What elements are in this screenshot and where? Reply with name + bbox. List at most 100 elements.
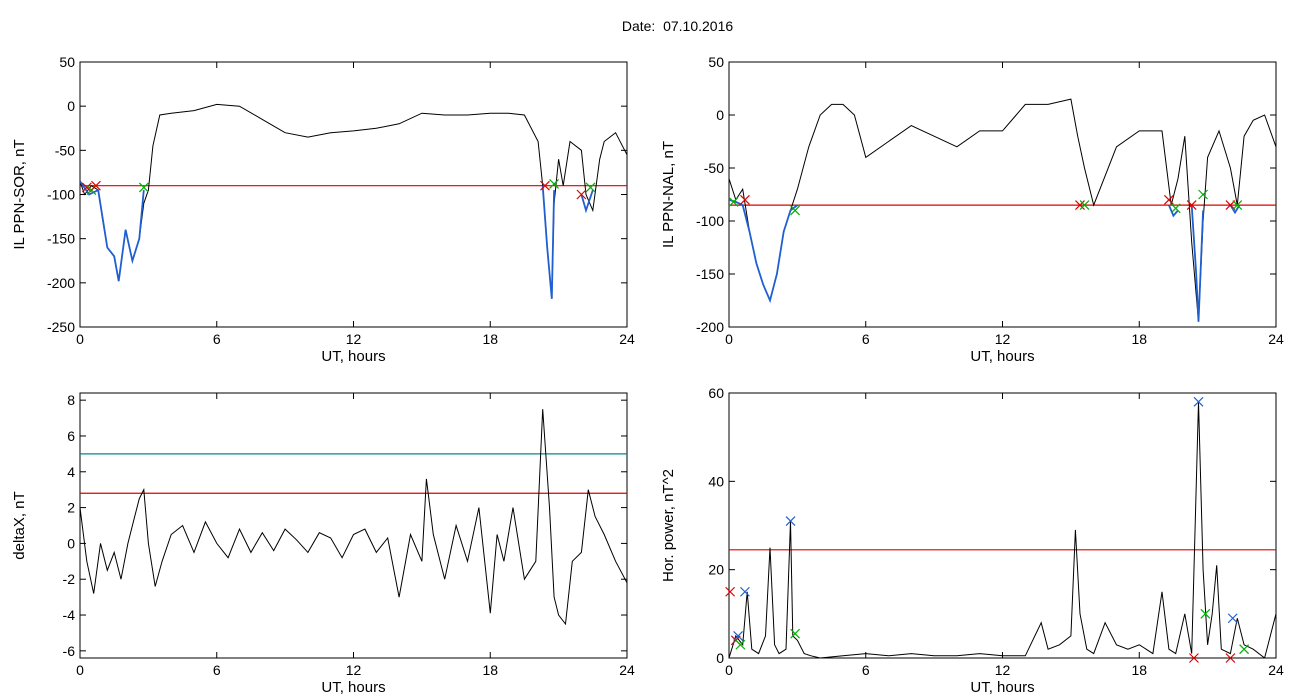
y-tick-label: -100 [696,213,724,229]
y-tick-label: 0 [716,650,724,666]
y-axis-label: IL PPN-NAL, nT [660,141,677,248]
y-tick-label: 8 [67,392,75,408]
y-tick-label: -250 [47,319,75,335]
event-marker [1189,653,1199,663]
event-marker [785,516,796,527]
event-marker [1170,203,1181,214]
event-marker [1186,200,1197,211]
event-marker [1200,608,1211,619]
y-tick-label: 4 [67,464,75,480]
y-tick-label: -6 [63,643,76,659]
plot-frame [79,392,628,659]
y-tick-label: -50 [704,160,724,176]
panel-deltax: 0 6 12 18 24 8 6 4 2 0 -2 -4 -6 UT, hours deltaX, nT [11,392,635,696]
x-axis-label: UT, hours [970,679,1034,696]
y-tick-label: 50 [708,54,724,70]
x-tick-label: 24 [1268,662,1284,678]
event-marker [576,189,587,200]
event-marker [735,639,746,650]
event-marker [138,182,149,193]
x-tick-label: 0 [725,331,733,347]
event-marker [733,630,744,641]
event-marker [790,205,801,216]
y-tick-label: -200 [696,319,724,335]
panel-il-ppn-sor: 0 6 12 18 24 50 0 -50 -100 -150 -200 -250 UT, hours I… [11,54,635,365]
x-tick-label: 24 [619,662,635,678]
y-tick-label: 20 [708,562,724,578]
y-tick-label: -100 [47,187,75,203]
event-marker [1232,200,1243,211]
x-tick-label: 24 [1268,331,1284,347]
event-marker [728,196,739,207]
event-marker [1079,200,1090,211]
event-marker [540,180,550,191]
event-marker [549,178,559,189]
x-tick-label: 12 [995,331,1011,347]
chart-date-title: Date: 07.10.2016 [621,18,734,34]
x-tick-label: 18 [482,331,498,347]
y-tick-label: 60 [708,385,724,401]
x-tick-label: 6 [862,331,870,347]
y-axis-label: Hor. power, nT^2 [660,469,677,582]
event-marker [1239,644,1250,655]
x-tick-label: 12 [995,662,1011,678]
x-tick-label: 18 [482,662,498,678]
x-axis-label: UT, hours [321,348,385,365]
x-tick-label: 24 [619,331,635,347]
plot-area [729,401,1276,658]
event-marker [1225,653,1236,663]
y-tick-label: 2 [67,500,75,516]
event-marker [740,194,750,205]
x-tick-label: 0 [76,662,84,678]
y-tick-label: -150 [47,231,75,247]
series-line [729,98,1276,322]
event-marker [725,586,736,597]
event-segment [580,189,594,214]
series-line [80,409,627,626]
plot-frame [79,61,628,328]
y-tick-label: 0 [67,535,75,551]
y-tick-label: -50 [55,142,75,158]
y-tick-label: -200 [47,275,75,291]
event-marker [81,182,92,193]
x-tick-label: 6 [213,662,221,678]
event-marker [1075,200,1085,211]
plot-area [80,409,627,626]
x-tick-label: 0 [76,331,84,347]
y-tick-label: 6 [67,428,75,444]
y-tick-label: -2 [63,571,76,587]
panel-il-ppn-nal: 0 6 12 18 24 50 0 -50 -100 -150 -200 UT, hours IL PP… [660,54,1284,365]
y-tick-label: 0 [716,107,724,123]
event-marker [1193,396,1204,407]
y-tick-label: -4 [63,607,76,623]
x-tick-label: 12 [346,662,362,678]
y-axis-label: deltaX, nT [11,491,28,559]
event-segment [541,185,555,299]
series-line [80,103,627,299]
y-tick-label: 0 [67,98,75,114]
series-line [729,401,1276,658]
y-tick-label: 50 [59,54,75,70]
y-tick-label: -150 [696,266,724,282]
x-axis-label: UT, hours [321,679,385,696]
plot-area [729,98,1276,322]
event-segment [1168,204,1179,218]
event-segment [80,180,99,196]
event-marker [91,180,101,191]
event-marker [740,586,750,597]
event-marker [790,628,801,639]
plot-frame [728,61,1277,328]
event-segment [97,189,145,282]
event-marker [1163,194,1174,205]
x-tick-label: 6 [862,662,870,678]
y-axis-label: IL PPN-SOR, nT [11,139,28,249]
x-tick-label: 12 [346,331,362,347]
panel-hor-power: 0 6 12 18 24 60 40 20 0 UT, hours Hor. power, nT^2 [660,385,1284,696]
event-segment [1190,205,1204,322]
x-tick-label: 0 [725,662,733,678]
event-marker [1198,189,1208,200]
plot-frame [728,392,1277,659]
x-tick-label: 18 [1131,662,1147,678]
event-segment [729,198,798,304]
